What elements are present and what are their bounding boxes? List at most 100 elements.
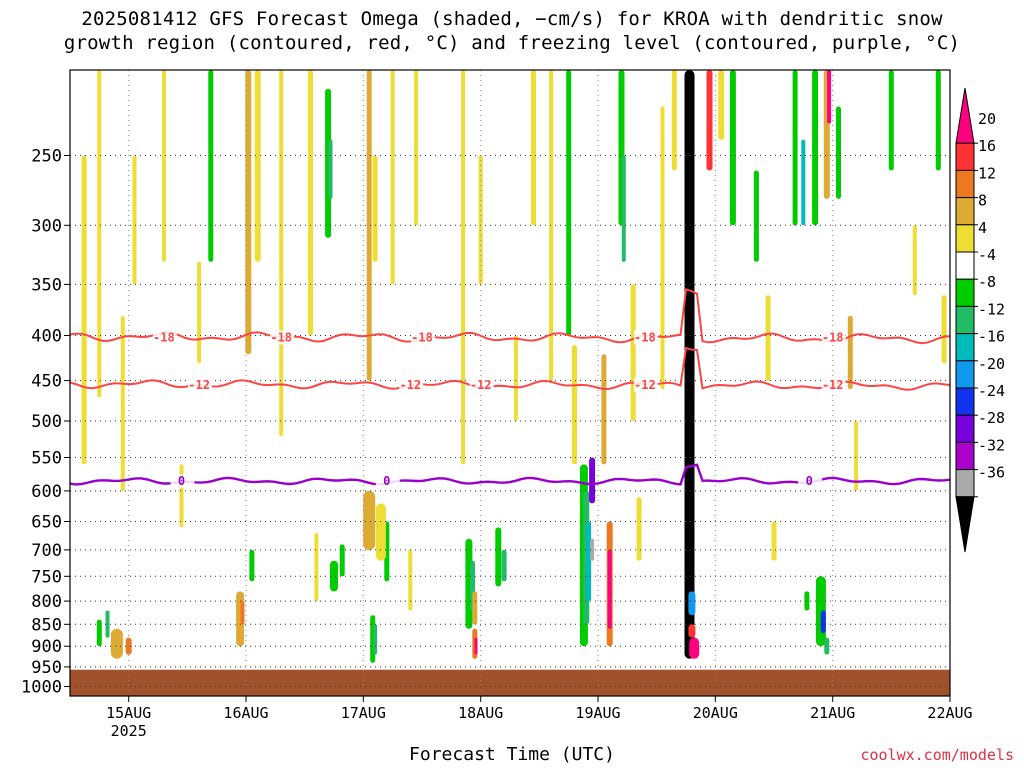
- colorbar-arrow-top: [955, 87, 975, 144]
- colorbar-segment: [955, 469, 975, 498]
- contour-label-bg: [375, 474, 400, 489]
- omega-cell: [671, 70, 677, 171]
- x-tick-label: 20AUG: [693, 704, 738, 722]
- omega-cell: [765, 295, 771, 381]
- colorbar-label: -8: [978, 273, 996, 291]
- y-tick-label: 400: [31, 327, 62, 347]
- contour-label: 0: [383, 474, 390, 488]
- y-tick-label: 450: [31, 372, 62, 392]
- omega-cell: [753, 170, 759, 262]
- y-tick-label: 250: [31, 147, 62, 167]
- omega-cell: [161, 70, 166, 262]
- omega-cell: [630, 284, 636, 421]
- y-axis: 2503003504004505005506006507007508008509…: [21, 147, 70, 698]
- x-axis-label: Forecast Time (UTC): [409, 744, 615, 765]
- omega-cell: [689, 637, 700, 659]
- colorbar-label: -32: [978, 436, 1005, 454]
- omega-cell: [363, 490, 376, 550]
- colorbar-segment: [955, 278, 975, 307]
- omega-cell: [589, 457, 596, 504]
- omega-cell: [208, 70, 214, 262]
- omega-cell: [390, 70, 395, 285]
- title-line-2: growth region (contoured, red, °C) and f…: [63, 32, 961, 54]
- omega-cell: [827, 70, 832, 124]
- x-tick-label: 18AUG: [458, 704, 503, 722]
- grid-lines: [70, 70, 951, 696]
- omega-cell: [308, 70, 313, 336]
- omega-cell: [461, 70, 466, 465]
- contour-line: [70, 287, 950, 345]
- omega-cell: [566, 70, 572, 336]
- contour-label-bg: [633, 377, 658, 392]
- contour-label-bg: [188, 377, 213, 392]
- omega-cell: [531, 70, 536, 226]
- colorbar-segment: [955, 360, 975, 389]
- contour-label-bg: [821, 377, 846, 392]
- y-tick-label: 900: [31, 637, 62, 657]
- omega-cell: [325, 88, 332, 238]
- omega-cell: [328, 139, 333, 199]
- colorbar-segment: [955, 197, 975, 226]
- colorbar-label: -4: [978, 246, 996, 264]
- y-tick-label: 300: [31, 216, 62, 236]
- colorbar-label: -20: [978, 355, 1005, 373]
- colorbar-segment: [955, 441, 975, 471]
- omega-cell: [366, 70, 372, 381]
- contour-label-bg: [411, 330, 435, 345]
- omega-cell: [820, 610, 826, 634]
- y-tick-label: 500: [31, 412, 62, 432]
- omega-cell: [279, 70, 284, 436]
- contour-label: 0: [806, 474, 813, 488]
- omega-cell: [197, 261, 202, 364]
- omega-cell: [249, 549, 255, 582]
- omega-cell: [621, 155, 626, 262]
- omega-cell: [513, 335, 518, 421]
- y-tick-label: 350: [31, 275, 62, 295]
- omega-cell: [373, 624, 378, 655]
- omega-cell: [132, 155, 137, 285]
- ground-fill: [70, 669, 950, 696]
- omega-cell: [824, 637, 830, 655]
- x-tick-label: 19AUG: [575, 704, 620, 722]
- y-tick-label: 1000: [21, 678, 62, 698]
- contour-label-bg: [469, 377, 494, 392]
- contour-label: -12: [188, 378, 210, 392]
- contour-line: [70, 346, 950, 391]
- omega-cell: [105, 610, 110, 638]
- contour-label-bg: [270, 330, 295, 345]
- omega-cell: [684, 70, 695, 659]
- contour-label-bg: [152, 330, 177, 345]
- omega-cell: [96, 619, 102, 647]
- contour-label-bg: [170, 474, 195, 489]
- x-tick-label: 16AUG: [223, 704, 268, 722]
- contour-label: -12: [634, 378, 656, 392]
- x-tick-label: 21AUG: [810, 704, 855, 722]
- omega-cell: [771, 521, 777, 561]
- colorbar-label: -28: [978, 409, 1005, 427]
- omega-cell: [501, 549, 507, 582]
- omega-cell: [81, 155, 87, 465]
- contour-label: -18: [411, 330, 433, 344]
- contour-label: -18: [634, 330, 656, 344]
- omega-cell: [330, 560, 338, 592]
- omega-cell: [801, 139, 806, 226]
- omega-cell: [254, 70, 261, 262]
- omega-cell: [935, 70, 941, 171]
- omega-cell: [729, 70, 736, 226]
- colorbar-arrow-bottom: [955, 496, 975, 553]
- colorbar-segment: [955, 251, 975, 280]
- omega-cell: [847, 315, 853, 390]
- credit-link[interactable]: coolwx.com/models: [860, 746, 1014, 764]
- omega-cell: [372, 155, 378, 262]
- omega-cell: [478, 155, 483, 285]
- x-tick-label: 17AUG: [341, 704, 386, 722]
- plot-frame: [69, 69, 951, 697]
- colorbar-label: -24: [978, 382, 1005, 400]
- y-tick-label: 950: [31, 658, 62, 678]
- contour-label: -18: [153, 330, 175, 344]
- colorbar-label: 16: [978, 137, 996, 155]
- y-tick-label: 600: [31, 482, 62, 502]
- contour-label: -12: [470, 378, 492, 392]
- contour-label: -12: [822, 378, 844, 392]
- contour-label: -18: [270, 330, 292, 344]
